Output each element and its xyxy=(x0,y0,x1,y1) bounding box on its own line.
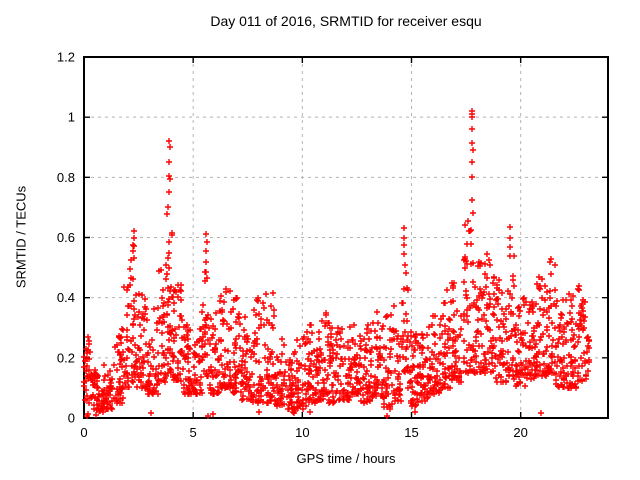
y-tick-label: 1 xyxy=(68,110,75,125)
y-tick-label: 0.4 xyxy=(57,290,75,305)
tick-labels: 0 5 10 15 20 0 0.2 0.4 0.6 0.8 1 1.2 xyxy=(57,50,528,441)
data-points xyxy=(81,108,592,419)
x-axis-label: GPS time / hours xyxy=(296,451,396,466)
x-tick-label: 5 xyxy=(190,425,197,440)
x-tick-label: 0 xyxy=(80,425,87,440)
grid-lines xyxy=(84,57,608,418)
x-tick-label: 15 xyxy=(404,425,418,440)
y-tick-label: 0.6 xyxy=(57,230,75,245)
y-tick-label: 0.8 xyxy=(57,170,75,185)
chart-title: Day 011 of 2016, SRMTID for receiver esq… xyxy=(210,13,482,29)
y-tick-label: 1.2 xyxy=(57,50,75,65)
y-tick-label: 0 xyxy=(68,411,75,426)
y-tick-label: 0.2 xyxy=(57,350,75,365)
x-tick-label: 20 xyxy=(513,425,527,440)
x-tick-label: 10 xyxy=(295,425,309,440)
